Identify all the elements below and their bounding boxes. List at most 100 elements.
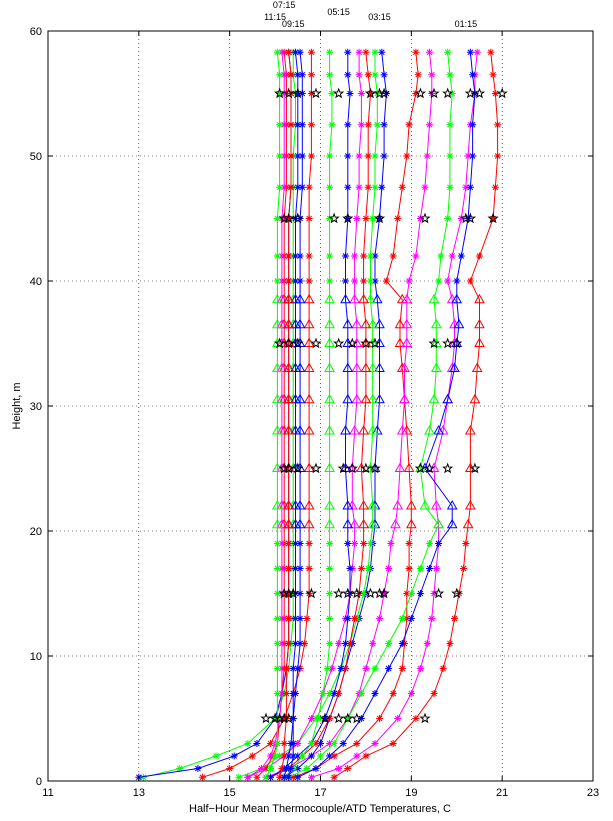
asterisk-stroke xyxy=(363,665,369,672)
asterisk-marker xyxy=(444,48,452,56)
triangle-marker xyxy=(324,293,335,304)
asterisk-marker xyxy=(244,773,252,781)
asterisk-stroke xyxy=(317,740,324,747)
x-tick-label: 19 xyxy=(405,787,417,799)
asterisk-marker xyxy=(257,765,265,772)
asterisk-marker xyxy=(344,121,352,129)
asterisk-stroke xyxy=(326,153,333,159)
asterisk-stroke xyxy=(338,665,344,672)
asterisk-marker xyxy=(296,48,304,56)
asterisk-marker xyxy=(446,640,454,647)
triangle-marker xyxy=(446,499,458,510)
triangle-marker xyxy=(271,518,283,529)
asterisk-stroke xyxy=(356,153,362,159)
asterisk-stroke xyxy=(294,153,301,159)
asterisk-stroke xyxy=(306,253,312,259)
asterisk-stroke xyxy=(449,253,456,259)
asterisk-stroke xyxy=(399,640,406,647)
atd-star-marker xyxy=(451,587,463,599)
asterisk-stroke xyxy=(281,71,287,78)
asterisk-marker xyxy=(426,540,433,547)
asterisk-stroke xyxy=(394,215,401,222)
asterisk-stroke xyxy=(494,121,501,128)
asterisk-stroke xyxy=(308,740,315,747)
atd-star-marker xyxy=(342,712,354,724)
triangle-marker xyxy=(342,393,354,404)
asterisk-marker xyxy=(351,615,359,622)
asterisk-marker xyxy=(416,565,424,572)
triangle-marker xyxy=(433,424,444,435)
asterisk-stroke xyxy=(304,615,310,622)
asterisk-marker xyxy=(326,590,334,597)
asterisk-stroke xyxy=(292,615,299,622)
atd-star-marker xyxy=(292,87,304,99)
asterisk-stroke xyxy=(413,49,419,56)
asterisk-stroke xyxy=(326,565,333,572)
asterisk-stroke xyxy=(297,253,303,259)
asterisk-stroke xyxy=(435,540,442,547)
y-tick-label: 20 xyxy=(30,526,42,538)
asterisk-marker xyxy=(364,71,372,79)
triangle-marker xyxy=(449,362,460,372)
asterisk-stroke xyxy=(426,540,433,547)
asterisk-stroke xyxy=(292,253,299,259)
asterisk-stroke xyxy=(297,615,303,622)
series-line xyxy=(288,52,453,778)
triangle-marker xyxy=(358,518,370,529)
asterisk-stroke xyxy=(363,215,369,222)
asterisk-stroke xyxy=(279,640,285,647)
asterisk-marker xyxy=(317,752,324,760)
asterisk-stroke xyxy=(308,121,315,128)
asterisk-marker xyxy=(296,565,304,572)
asterisk-marker xyxy=(462,540,470,547)
asterisk-stroke xyxy=(417,565,424,572)
series-profile xyxy=(276,48,295,781)
asterisk-marker xyxy=(435,540,443,547)
asterisk-stroke xyxy=(440,665,446,672)
asterisk-marker xyxy=(278,252,286,260)
asterisk-stroke xyxy=(299,184,306,191)
asterisk-stroke xyxy=(297,565,303,572)
triangle-marker xyxy=(401,293,413,304)
asterisk-stroke xyxy=(292,640,299,647)
asterisk-stroke xyxy=(274,665,281,672)
asterisk-stroke xyxy=(351,253,358,259)
atd-star-marker xyxy=(378,587,390,599)
asterisk-stroke xyxy=(326,690,333,697)
triangle-marker xyxy=(294,518,306,529)
asterisk-marker xyxy=(357,90,365,97)
asterisk-stroke xyxy=(274,278,281,284)
asterisk-stroke xyxy=(274,615,281,622)
asterisk-stroke xyxy=(274,253,281,259)
asterisk-stroke xyxy=(356,49,362,56)
asterisk-stroke xyxy=(444,278,451,284)
asterisk-marker xyxy=(285,277,293,285)
triangle-marker xyxy=(401,337,413,347)
asterisk-marker xyxy=(296,590,304,597)
triangle-marker xyxy=(342,499,354,510)
asterisk-stroke xyxy=(176,765,183,772)
series-layer xyxy=(135,48,502,781)
triangle-marker xyxy=(283,393,295,404)
asterisk-stroke xyxy=(281,153,287,159)
triangle-marker xyxy=(283,362,295,372)
asterisk-marker xyxy=(294,665,302,672)
asterisk-marker xyxy=(416,665,424,672)
asterisk-stroke xyxy=(297,590,303,597)
asterisk-marker xyxy=(280,740,288,747)
asterisk-marker xyxy=(303,765,311,772)
triangle-marker xyxy=(430,318,442,329)
asterisk-marker xyxy=(473,48,481,56)
asterisk-marker xyxy=(405,277,413,285)
asterisk-marker xyxy=(326,252,334,260)
asterisk-stroke xyxy=(347,565,353,572)
atd-star-marker xyxy=(283,337,295,349)
triangle-marker xyxy=(303,293,315,304)
asterisk-marker xyxy=(371,152,379,160)
asterisk-marker xyxy=(339,740,347,747)
series-line xyxy=(283,52,333,778)
asterisk-marker xyxy=(398,640,406,647)
asterisk-marker xyxy=(394,715,402,722)
asterisk-stroke xyxy=(283,665,290,672)
time-label: 01:15 xyxy=(455,19,478,29)
